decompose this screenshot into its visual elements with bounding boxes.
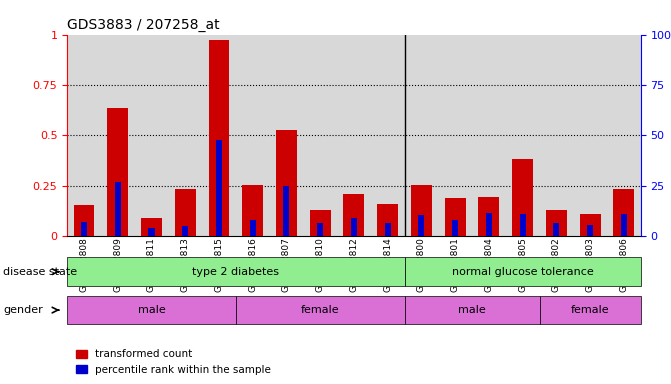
Bar xyxy=(377,204,398,236)
Text: normal glucose tolerance: normal glucose tolerance xyxy=(452,266,594,277)
Bar xyxy=(317,223,323,236)
Bar xyxy=(183,226,189,236)
Bar xyxy=(405,257,641,286)
Text: female: female xyxy=(571,305,609,315)
Bar xyxy=(250,220,256,236)
Bar xyxy=(242,185,263,236)
Bar xyxy=(174,189,196,236)
Bar xyxy=(546,210,567,236)
Bar xyxy=(344,194,364,236)
Bar xyxy=(148,228,154,236)
Bar xyxy=(141,218,162,236)
Bar xyxy=(512,159,533,236)
Bar xyxy=(411,185,432,236)
Bar xyxy=(554,223,560,236)
Bar xyxy=(587,225,593,236)
Bar xyxy=(283,186,289,236)
Bar xyxy=(384,223,391,236)
Bar xyxy=(539,296,641,324)
Text: disease state: disease state xyxy=(3,266,77,277)
Bar xyxy=(236,296,405,324)
Text: female: female xyxy=(301,305,340,315)
Text: male: male xyxy=(458,305,486,315)
Text: gender: gender xyxy=(3,305,43,315)
Bar xyxy=(613,189,634,236)
Bar xyxy=(519,214,525,236)
Bar xyxy=(580,214,601,236)
Bar xyxy=(115,182,121,236)
Bar xyxy=(621,214,627,236)
Bar xyxy=(405,296,539,324)
Bar xyxy=(452,220,458,236)
Bar xyxy=(351,218,357,236)
Legend: transformed count, percentile rank within the sample: transformed count, percentile rank withi… xyxy=(72,345,275,379)
Bar xyxy=(67,257,405,286)
Bar xyxy=(107,108,128,236)
Bar xyxy=(67,296,236,324)
Bar xyxy=(209,40,229,236)
Text: male: male xyxy=(138,305,165,315)
Bar xyxy=(310,210,331,236)
Bar xyxy=(419,215,425,236)
Bar xyxy=(74,205,95,236)
Bar xyxy=(445,198,466,236)
Bar xyxy=(478,197,499,236)
Text: GDS3883 / 207258_at: GDS3883 / 207258_at xyxy=(67,18,219,32)
Bar xyxy=(81,222,87,236)
Bar xyxy=(276,130,297,236)
Bar xyxy=(216,141,222,236)
Text: type 2 diabetes: type 2 diabetes xyxy=(193,266,279,277)
Bar xyxy=(486,213,492,236)
